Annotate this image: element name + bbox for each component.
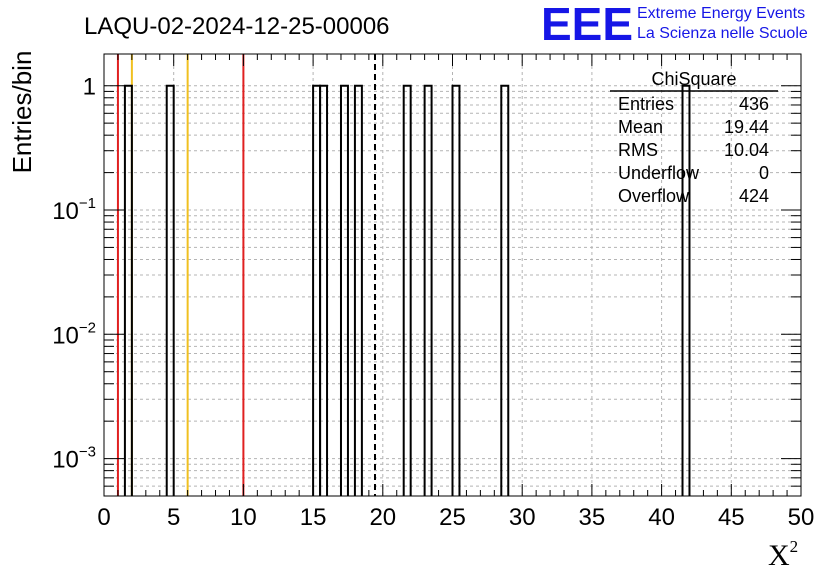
- histogram-bin: [123, 84, 133, 496]
- x-axis-title-superscript: 2: [790, 537, 799, 556]
- x-tick-label: 50: [788, 504, 815, 531]
- eee-logo: EEE Extreme Energy Events La Scienza nel…: [541, 0, 808, 50]
- histogram-bin: [402, 84, 412, 496]
- histogram-bin: [500, 84, 510, 496]
- x-tick-label: 10: [230, 504, 257, 531]
- y-tick-label: 10−3: [52, 444, 96, 474]
- stats-row-label: RMS: [618, 140, 658, 160]
- x-tick-label: 20: [369, 504, 396, 531]
- y-tick-label: 10−1: [52, 195, 96, 225]
- stats-box-title: ChiSquare: [651, 69, 736, 89]
- histogram-bin: [681, 84, 691, 496]
- x-tick-label: 5: [167, 504, 180, 531]
- y-tick-label: 1: [83, 74, 96, 101]
- stats-row-value: 10.04: [724, 140, 769, 160]
- plot-frame: [103, 53, 802, 497]
- y-axis-title: Entries/bin: [7, 51, 37, 174]
- y-tick-label-base: 1: [83, 74, 96, 101]
- y-tick-label: 10−2: [52, 319, 96, 349]
- x-axis-title: X2: [768, 537, 798, 572]
- x-tick-label: 25: [439, 504, 466, 531]
- chart-title: LAQU-02-2024-12-25-00006: [84, 13, 390, 40]
- reference-lines: [116, 54, 376, 496]
- x-tick-label: 15: [300, 504, 327, 531]
- brand-line-1: Extreme Energy Events: [637, 5, 805, 22]
- stats-row-label: Entries: [618, 94, 674, 114]
- stats-rows: Entries 436 Mean 19.44 RMS 10.04 Underflow 0 Ove…: [618, 94, 769, 206]
- x-tick-label: 40: [648, 504, 675, 531]
- y-tick-label-exponent: −2: [79, 319, 96, 336]
- x-tick-label: 30: [509, 504, 536, 531]
- histogram-bin: [165, 84, 175, 496]
- y-tick-label-exponent: −1: [79, 195, 96, 212]
- stats-row-label: Overflow: [618, 186, 690, 206]
- x-tick-label: 35: [579, 504, 606, 531]
- y-tick-label-base: 10: [52, 322, 79, 349]
- stats-row-value: 436: [739, 94, 769, 114]
- histogram-bin: [339, 84, 349, 496]
- y-tick-label-base: 10: [52, 198, 79, 225]
- x-tick-label: 45: [718, 504, 745, 531]
- histogram-bin: [451, 84, 461, 496]
- brand-line-2: La Scienza nelle Scuole: [637, 25, 808, 42]
- stats-row-label: Underflow: [618, 163, 700, 183]
- histogram-bin: [353, 84, 363, 496]
- stats-row-value: 19.44: [724, 117, 769, 137]
- y-tick-label-base: 10: [52, 447, 79, 474]
- y-tick-label-exponent: −3: [79, 444, 96, 461]
- histogram-bin: [319, 84, 329, 496]
- histogram-bins: [123, 84, 691, 496]
- x-tick-label: 0: [97, 504, 110, 531]
- stats-row-label: Mean: [618, 117, 663, 137]
- stats-row-value: 0: [759, 163, 769, 183]
- histogram-bin: [312, 84, 322, 496]
- x-axis-title-base: X: [768, 539, 790, 572]
- histogram-bin: [423, 84, 433, 496]
- eee-logo-mark: EEE: [541, 0, 633, 50]
- stats-row-value: 424: [739, 186, 769, 206]
- stats-box: ChiSquare Entries 436 Mean 19.44 RMS 10.04 Und…: [610, 69, 778, 206]
